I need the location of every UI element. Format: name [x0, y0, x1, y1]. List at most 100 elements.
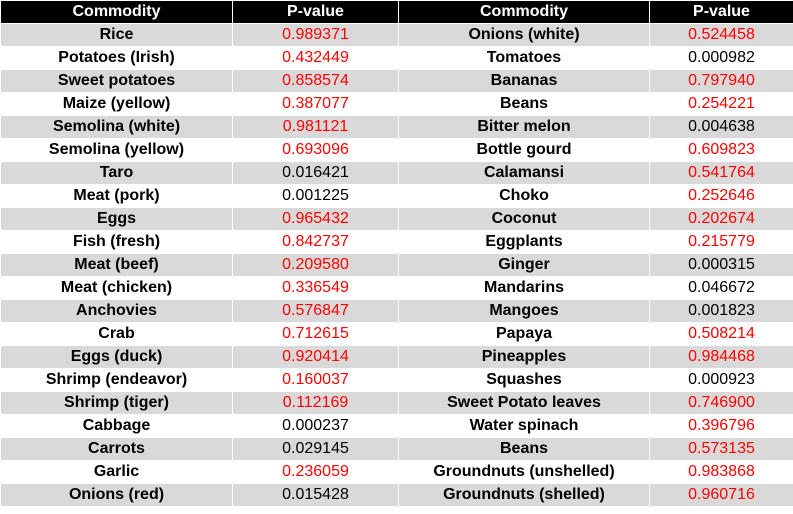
p-value-right: 0.046672 [649, 276, 793, 300]
commodity-name-left: Eggs [0, 207, 233, 231]
commodity-name-left: Eggs (duck) [0, 345, 233, 369]
commodity-name-right: Beans [398, 437, 650, 461]
table-row: Taro 0.016421 Calamansi 0.541764 [0, 161, 793, 185]
table-row: Crab 0.712615 Papaya 0.508214 [0, 322, 793, 346]
p-value-right: 0.000982 [649, 46, 793, 70]
commodity-name-left: Cabbage [0, 414, 233, 438]
table-row: Potatoes (Irish) 0.432449 Tomatoes 0.000982 [0, 46, 793, 70]
p-value-right: 0.960716 [649, 483, 793, 507]
p-value-right: 0.252646 [649, 184, 793, 208]
p-value-right: 0.001823 [649, 299, 793, 323]
p-value-left: 0.000237 [232, 414, 399, 438]
commodity-name-left: Semolina (white) [0, 115, 233, 139]
table-row: Shrimp (endeavor) 0.160037 Squashes 0.00092… [0, 368, 793, 392]
p-value-right: 0.984468 [649, 345, 793, 369]
p-value-left: 0.712615 [232, 322, 399, 346]
commodity-name-right: Ginger [398, 253, 650, 277]
p-value-left: 0.112169 [232, 391, 399, 415]
p-value-right: 0.797940 [649, 69, 793, 93]
table-row: Meat (beef) 0.209580 Ginger 0.000315 [0, 253, 793, 277]
table-row: Sweet potatoes 0.858574 Bananas 0.797940 [0, 69, 793, 93]
commodity-name-left: Shrimp (tiger) [0, 391, 233, 415]
commodity-name-right: Water spinach [398, 414, 650, 438]
commodity-name-right: Beans [398, 92, 650, 116]
commodity-name-right: Mangoes [398, 299, 650, 323]
commodity-name-left: Carrots [0, 437, 233, 461]
p-value-left: 0.920414 [232, 345, 399, 369]
p-value-right: 0.396796 [649, 414, 793, 438]
p-value-right: 0.609823 [649, 138, 793, 162]
p-value-left: 0.387077 [232, 92, 399, 116]
table-row: Garlic 0.236059 Groundnuts (unshelled) 0.98… [0, 460, 793, 484]
header-pvalue-right: P-value [649, 0, 793, 24]
p-value-left: 0.693096 [232, 138, 399, 162]
commodity-name-right: Coconut [398, 207, 650, 231]
commodity-name-left: Meat (pork) [0, 184, 233, 208]
commodity-name-right: Sweet Potato leaves [398, 391, 650, 415]
commodity-name-right: Pineapples [398, 345, 650, 369]
commodity-name-right: Mandarins [398, 276, 650, 300]
commodity-name-right: Bottle gourd [398, 138, 650, 162]
table-row: Semolina (white) 0.981121 Bitter melon 0.00… [0, 115, 793, 139]
table-row: Semolina (yellow) 0.693096 Bottle gourd 0.6… [0, 138, 793, 162]
commodity-name-right: Onions (white) [398, 23, 650, 47]
commodity-name-left: Shrimp (endeavor) [0, 368, 233, 392]
p-value-left: 0.965432 [232, 207, 399, 231]
commodity-name-right: Groundnuts (unshelled) [398, 460, 650, 484]
commodity-name-right: Choko [398, 184, 650, 208]
p-value-right: 0.508214 [649, 322, 793, 346]
commodity-name-right: Squashes [398, 368, 650, 392]
table-row: Eggs 0.965432 Coconut 0.202674 [0, 207, 793, 231]
table-row: Rice 0.989371 Onions (white) 0.524458 [0, 23, 793, 47]
commodity-name-left: Garlic [0, 460, 233, 484]
p-value-left: 0.576847 [232, 299, 399, 323]
p-value-left: 0.001225 [232, 184, 399, 208]
commodity-name-right: Tomatoes [398, 46, 650, 70]
table-row: Fish (fresh) 0.842737 Eggplants 0.215779 [0, 230, 793, 254]
commodity-name-left: Rice [0, 23, 233, 47]
p-value-right: 0.000315 [649, 253, 793, 277]
table-row: Onions (red) 0.015428 Groundnuts (shelled)… [0, 483, 793, 507]
table-row: Meat (pork) 0.001225 Choko 0.252646 [0, 184, 793, 208]
p-value-left: 0.336549 [232, 276, 399, 300]
table-row: Shrimp (tiger) 0.112169 Sweet Potato leave… [0, 391, 793, 415]
p-value-right: 0.215779 [649, 230, 793, 254]
table-body: Rice 0.989371 Onions (white) 0.524458 Potato… [0, 23, 793, 507]
p-value-right: 0.202674 [649, 207, 793, 231]
commodity-name-left: Fish (fresh) [0, 230, 233, 254]
commodity-name-left: Potatoes (Irish) [0, 46, 233, 70]
p-value-right: 0.004638 [649, 115, 793, 139]
p-value-right: 0.524458 [649, 23, 793, 47]
table-row: Meat (chicken) 0.336549 Mandarins 0.046672 [0, 276, 793, 300]
p-value-left: 0.858574 [232, 69, 399, 93]
header-commodity-right: Commodity [398, 0, 650, 24]
commodity-name-left: Onions (red) [0, 483, 233, 507]
commodity-name-left: Meat (beef) [0, 253, 233, 277]
commodity-name-right: Groundnuts (shelled) [398, 483, 650, 507]
p-value-left: 0.236059 [232, 460, 399, 484]
commodity-name-left: Maize (yellow) [0, 92, 233, 116]
commodity-name-right: Papaya [398, 322, 650, 346]
table-row: Carrots 0.029145 Beans 0.573135 [0, 437, 793, 461]
p-value-left: 0.029145 [232, 437, 399, 461]
commodity-name-left: Meat (chicken) [0, 276, 233, 300]
p-value-left: 0.016421 [232, 161, 399, 185]
p-value-left: 0.160037 [232, 368, 399, 392]
p-value-right: 0.541764 [649, 161, 793, 185]
commodity-name-right: Bananas [398, 69, 650, 93]
header-pvalue-left: P-value [232, 0, 399, 24]
p-value-left: 0.209580 [232, 253, 399, 277]
commodity-name-right: Calamansi [398, 161, 650, 185]
p-value-right: 0.573135 [649, 437, 793, 461]
table-row: Anchovies 0.576847 Mangoes 0.001823 [0, 299, 793, 323]
commodity-name-left: Semolina (yellow) [0, 138, 233, 162]
p-value-right: 0.746900 [649, 391, 793, 415]
p-value-left: 0.989371 [232, 23, 399, 47]
table-row: Cabbage 0.000237 Water spinach 0.396796 [0, 414, 793, 438]
table-row: Eggs (duck) 0.920414 Pineapples 0.984468 [0, 345, 793, 369]
p-value-left: 0.981121 [232, 115, 399, 139]
p-value-right: 0.000923 [649, 368, 793, 392]
table-row: Maize (yellow) 0.387077 Beans 0.254221 [0, 92, 793, 116]
commodity-name-left: Taro [0, 161, 233, 185]
